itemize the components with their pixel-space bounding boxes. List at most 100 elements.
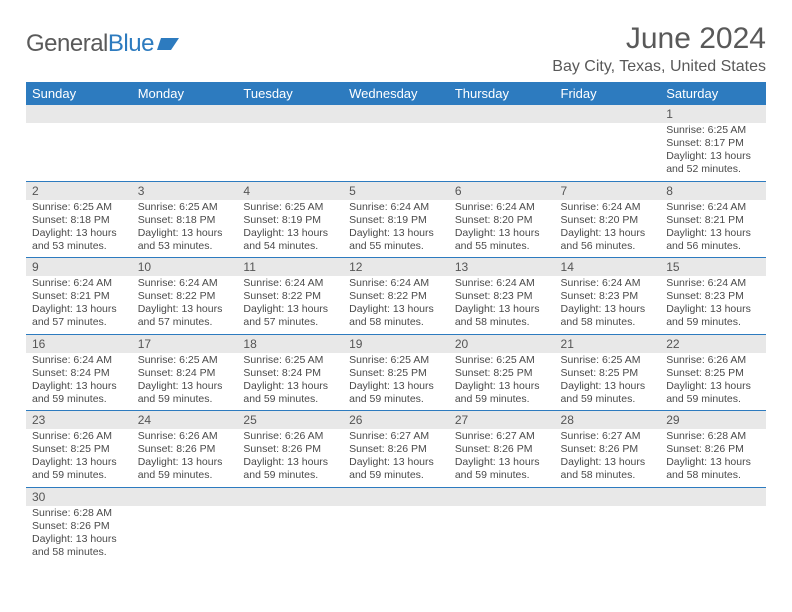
sunset-text: Sunset: 8:17 PM xyxy=(666,137,760,150)
sunset-text: Sunset: 8:24 PM xyxy=(243,367,337,380)
sunrise-text: Sunrise: 6:25 AM xyxy=(561,354,655,367)
daylight-line2: and 59 minutes. xyxy=(32,469,126,482)
logo-flag-icon xyxy=(157,36,179,52)
day-cell: Sunrise: 6:26 AMSunset: 8:26 PMDaylight:… xyxy=(237,429,343,487)
daylight-line2: and 58 minutes. xyxy=(455,316,549,329)
day-number: 6 xyxy=(449,181,555,200)
daylight-line2: and 59 minutes. xyxy=(349,393,443,406)
daylight-line1: Daylight: 13 hours xyxy=(561,380,655,393)
weekday-header: Friday xyxy=(555,82,661,105)
day-cell: Sunrise: 6:24 AMSunset: 8:23 PMDaylight:… xyxy=(555,276,661,334)
weekday-header: Sunday xyxy=(26,82,132,105)
day-number-row: 9101112131415 xyxy=(26,258,766,277)
daylight-line1: Daylight: 13 hours xyxy=(32,303,126,316)
daylight-line1: Daylight: 13 hours xyxy=(138,303,232,316)
daylight-line1: Daylight: 13 hours xyxy=(243,303,337,316)
daylight-line2: and 58 minutes. xyxy=(561,469,655,482)
day-body-row: Sunrise: 6:25 AMSunset: 8:17 PMDaylight:… xyxy=(26,123,766,181)
weekday-header: Saturday xyxy=(660,82,766,105)
daylight-line2: and 59 minutes. xyxy=(138,469,232,482)
logo-word2: Blue xyxy=(108,30,154,58)
sunset-text: Sunset: 8:26 PM xyxy=(138,443,232,456)
daylight-line2: and 56 minutes. xyxy=(666,240,760,253)
sunset-text: Sunset: 8:21 PM xyxy=(666,214,760,227)
daylight-line2: and 52 minutes. xyxy=(666,163,760,176)
sunset-text: Sunset: 8:20 PM xyxy=(561,214,655,227)
day-number: 1 xyxy=(660,105,766,123)
day-body-row: Sunrise: 6:26 AMSunset: 8:25 PM Daylight:… xyxy=(26,429,766,487)
day-number: 19 xyxy=(343,334,449,353)
daylight-line2: and 59 minutes. xyxy=(243,469,337,482)
day-number xyxy=(132,487,238,506)
daylight-line2: and 58 minutes. xyxy=(561,316,655,329)
daylight-line1: Daylight: 13 hours xyxy=(455,303,549,316)
day-number: 27 xyxy=(449,411,555,430)
daylight-line1: Daylight: 13 hours xyxy=(561,227,655,240)
sunset-text: Sunset: 8:26 PM xyxy=(32,520,126,533)
daylight-line1: Daylight: 13 hours xyxy=(32,533,126,546)
day-number: 11 xyxy=(237,258,343,277)
daylight-line1: Daylight: 13 hours xyxy=(349,380,443,393)
daylight-line1: Daylight: 13 hours xyxy=(349,227,443,240)
day-cell: Sunrise: 6:25 AMSunset: 8:25 PMDaylight:… xyxy=(449,353,555,411)
daylight-line1: Daylight: 13 hours xyxy=(561,303,655,316)
day-number: 8 xyxy=(660,181,766,200)
sunrise-text: Sunrise: 6:24 AM xyxy=(561,201,655,214)
day-number: 26 xyxy=(343,411,449,430)
daylight-line1: Daylight: 13 hours xyxy=(138,227,232,240)
daylight-line2: and 58 minutes. xyxy=(32,546,126,559)
header: GeneralBlue June 2024 Bay City, Texas, U… xyxy=(26,22,766,76)
sunrise-text: Sunrise: 6:25 AM xyxy=(32,201,126,214)
day-body-row: Sunrise: 6:25 AMSunset: 8:18 PMDaylight:… xyxy=(26,200,766,258)
daylight-line1: Daylight: 13 hours xyxy=(455,456,549,469)
day-cell: Sunrise: 6:27 AMSunset: 8:26 PMDaylight:… xyxy=(343,429,449,487)
sunset-text: Sunset: 8:25 PM xyxy=(561,367,655,380)
daylight-line2: and 53 minutes. xyxy=(138,240,232,253)
sunset-text: Sunset: 8:18 PM xyxy=(32,214,126,227)
sunrise-text: Sunrise: 6:25 AM xyxy=(666,124,760,137)
daylight-line2: and 59 minutes. xyxy=(561,393,655,406)
sunrise-text: Sunrise: 6:26 AM xyxy=(32,430,126,443)
daylight-line2: and 59 minutes. xyxy=(666,316,760,329)
daylight-line1: Daylight: 13 hours xyxy=(561,456,655,469)
sunset-text: Sunset: 8:24 PM xyxy=(138,367,232,380)
empty-cell xyxy=(660,506,766,564)
daylight-line1: Daylight: 13 hours xyxy=(455,227,549,240)
daylight-line1: Daylight: 13 hours xyxy=(243,456,337,469)
empty-cell xyxy=(132,506,238,564)
daylight-line2: and 57 minutes. xyxy=(138,316,232,329)
day-number: 21 xyxy=(555,334,661,353)
weekday-header: Wednesday xyxy=(343,82,449,105)
daylight-line1: Daylight: 13 hours xyxy=(666,456,760,469)
day-number: 9 xyxy=(26,258,132,277)
daylight-line2: and 56 minutes. xyxy=(561,240,655,253)
sunset-text: Sunset: 8:25 PM xyxy=(666,367,760,380)
day-number: 12 xyxy=(343,258,449,277)
daylight-line1: Daylight: 13 hours xyxy=(138,456,232,469)
day-number: 29 xyxy=(660,411,766,430)
day-number: 5 xyxy=(343,181,449,200)
sunrise-text: Sunrise: 6:27 AM xyxy=(561,430,655,443)
sunset-text: Sunset: 8:22 PM xyxy=(243,290,337,303)
day-body-row: Sunrise: 6:28 AMSunset: 8:26 PMDaylight:… xyxy=(26,506,766,564)
day-number: 13 xyxy=(449,258,555,277)
day-cell: Sunrise: 6:25 AMSunset: 8:24 PMDaylight:… xyxy=(132,353,238,411)
day-cell: Sunrise: 6:25 AMSunset: 8:19 PMDaylight:… xyxy=(237,200,343,258)
day-cell: Sunrise: 6:24 AMSunset: 8:20 PMDaylight:… xyxy=(449,200,555,258)
day-number: 7 xyxy=(555,181,661,200)
sunrise-text: Sunrise: 6:25 AM xyxy=(243,201,337,214)
day-number xyxy=(237,487,343,506)
day-number: 16 xyxy=(26,334,132,353)
sunset-text: Sunset: 8:25 PM xyxy=(32,443,126,456)
day-number: 20 xyxy=(449,334,555,353)
day-number-row: 2345678 xyxy=(26,181,766,200)
title-block: June 2024 Bay City, Texas, United States xyxy=(552,22,766,76)
day-number xyxy=(343,105,449,123)
sunrise-text: Sunrise: 6:24 AM xyxy=(666,277,760,290)
day-number: 28 xyxy=(555,411,661,430)
day-number: 25 xyxy=(237,411,343,430)
day-body-row: Sunrise: 6:24 AMSunset: 8:21 PMDaylight:… xyxy=(26,276,766,334)
sunrise-text: Sunrise: 6:28 AM xyxy=(666,430,760,443)
daylight-line2: and 57 minutes. xyxy=(243,316,337,329)
day-cell: Sunrise: 6:24 AMSunset: 8:24 PMDaylight:… xyxy=(26,353,132,411)
